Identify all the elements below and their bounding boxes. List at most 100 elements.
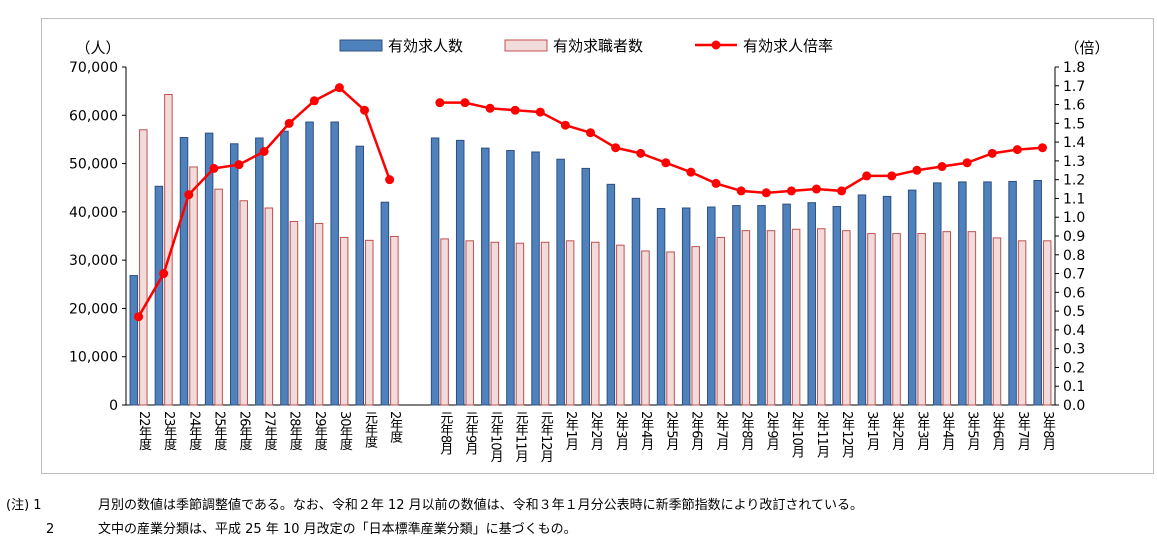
ratio-point	[259, 147, 269, 156]
legend-label-job-offers: 有効求人数	[388, 37, 463, 55]
bar-job-offers	[958, 181, 967, 406]
ratio-point	[611, 143, 621, 153]
y-left-tick-label: 60,000	[69, 108, 118, 124]
y-left-tick-label: 20,000	[69, 301, 118, 317]
bar-job-seekers	[490, 241, 500, 406]
bar-job-seekers	[565, 240, 575, 406]
ratio-point	[811, 184, 821, 194]
ratio-point	[912, 165, 922, 175]
bar-job-offers	[807, 202, 816, 406]
ratio-point	[686, 167, 696, 177]
footnote-2-prefix: 2	[46, 522, 55, 537]
y-left-axis-label: （人）	[75, 39, 120, 57]
bar-job-seekers	[892, 233, 901, 406]
ratio-point	[987, 148, 997, 158]
footnote-1: (注) 1 月別の数値は季節調整値である。なお、令和２年 12 月以前の数値は、令…	[6, 494, 863, 513]
bar-job-seekers	[666, 251, 675, 406]
ratio-point	[334, 83, 344, 93]
x-tick-label: 25年度	[211, 411, 227, 451]
y-right-tick-label: 0.8	[1063, 248, 1085, 264]
x-tick-label: 2年8月	[739, 411, 755, 452]
bar-job-offers	[255, 137, 264, 406]
footnote-1-text: 月別の数値は季節調整値である。なお、令和２年 12 月以前の数値は、令和３年１月…	[98, 498, 864, 513]
ratio-point	[837, 186, 847, 196]
x-tick-label: 2年5月	[663, 411, 679, 452]
bar-job-seekers	[917, 233, 926, 406]
bar-job-seekers	[390, 235, 399, 406]
ratio-point	[1012, 145, 1022, 155]
bar-job-offers	[832, 206, 842, 406]
x-tick-label: 2年12月	[839, 411, 855, 459]
ratio-point	[284, 118, 294, 128]
bar-job-offers	[732, 205, 741, 406]
x-tick-label: 3年7月	[1015, 411, 1031, 452]
bar-job-offers	[882, 195, 892, 406]
bar-job-offers	[430, 137, 440, 406]
bar-job-seekers	[264, 207, 274, 406]
x-tick-label: 3年2月	[889, 411, 905, 452]
ratio-point	[661, 158, 671, 168]
bar-job-offers	[1033, 179, 1042, 406]
y-right-tick-label: 0.5	[1063, 304, 1085, 320]
y-right-axis-label: （倍）	[1064, 39, 1109, 57]
legend-label-job-seekers: 有効求職者数	[553, 37, 643, 55]
bar-job-seekers	[440, 238, 449, 406]
bar-job-offers	[857, 194, 867, 406]
x-tick-label: 3年5月	[965, 411, 981, 452]
x-tick-label: 2年9月	[764, 411, 780, 452]
ratio-point	[485, 103, 495, 113]
bar-job-seekers	[616, 244, 625, 406]
bar-job-offers	[330, 121, 339, 406]
ratio-point	[736, 186, 746, 196]
bar-job-offers	[757, 205, 766, 406]
x-tick-label: 2年7月	[714, 411, 730, 452]
bar-job-offers	[380, 201, 390, 406]
bar-job-seekers	[591, 241, 600, 406]
bar-job-seekers	[139, 129, 148, 406]
bar-job-offers	[481, 147, 490, 406]
x-tick-label: 2年4月	[638, 411, 654, 452]
y-right-tick-label: 1.7	[1063, 79, 1085, 95]
x-tick-label: 3年3月	[914, 411, 930, 452]
bar-job-offers	[681, 207, 691, 406]
x-tick-label: 23年度	[161, 411, 177, 451]
y-right-tick-label: 0.3	[1063, 342, 1085, 358]
bar-job-offers	[204, 132, 214, 406]
bar-job-offers	[707, 206, 716, 406]
footnote-1-prefix: (注) 1	[6, 498, 42, 513]
legend-swatch-ratio-point	[711, 40, 721, 50]
bar-job-seekers	[289, 221, 299, 406]
y-right-tick-label: 0.4	[1063, 323, 1085, 339]
bar-job-offers	[581, 167, 590, 406]
x-tick-label: 30年度	[337, 411, 353, 451]
ratio-point	[1037, 143, 1047, 153]
x-tick-label: 27年度	[262, 411, 278, 451]
y-left-tick-label: 10,000	[69, 350, 118, 366]
bar-job-offers	[179, 136, 189, 406]
x-tick-label: 元年9月	[462, 411, 478, 457]
legend-label-ratio: 有効求人倍率	[743, 37, 833, 55]
ratio-line	[137, 86, 391, 318]
y-right-tick-label: 1.8	[1063, 60, 1085, 76]
bar-job-offers	[907, 189, 917, 406]
bar-job-offers	[129, 275, 139, 406]
ratio-point	[209, 163, 219, 173]
bar-job-seekers	[339, 236, 349, 406]
y-right-tick-label: 0.0	[1063, 398, 1085, 414]
bar-job-seekers	[239, 200, 248, 406]
chart-frame: 0 10,000 20,000 30,000 40,000 50,000 60,000 70,…	[41, 18, 1154, 474]
x-tick-label: 26年度	[236, 411, 252, 451]
ratio-point	[234, 160, 244, 170]
ratio-point	[535, 107, 545, 117]
bar-job-seekers	[691, 246, 700, 406]
x-tick-label: 2年1月	[563, 411, 579, 452]
y-right-tick-label: 0.2	[1063, 360, 1085, 376]
x-tick-label: 元年10月	[488, 411, 504, 464]
bar-job-seekers	[1017, 240, 1027, 406]
bar-job-seekers	[515, 242, 525, 406]
ratio-point	[360, 105, 370, 115]
y-left-tick-label: 50,000	[69, 157, 118, 173]
ratio-point	[134, 312, 144, 322]
x-tick-label: 元年8月	[437, 411, 453, 457]
y-right-tick-label: 1.2	[1063, 173, 1085, 189]
